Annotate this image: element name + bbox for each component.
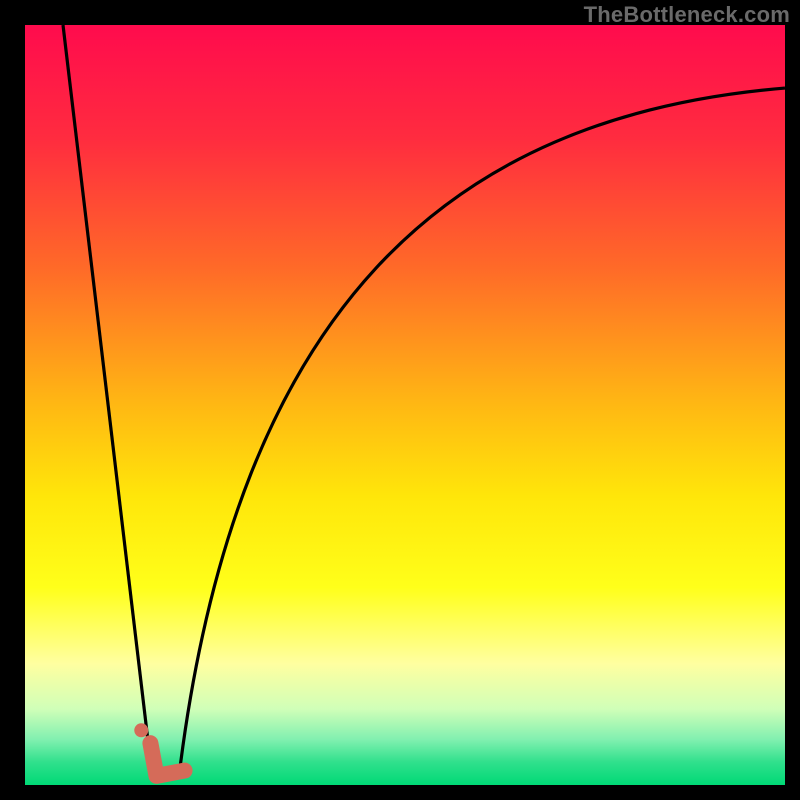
watermark-text: TheBottleneck.com xyxy=(584,2,790,28)
chart-container: TheBottleneck.com xyxy=(0,0,800,800)
bottleneck-chart xyxy=(0,0,800,800)
marker-dot xyxy=(134,723,148,737)
